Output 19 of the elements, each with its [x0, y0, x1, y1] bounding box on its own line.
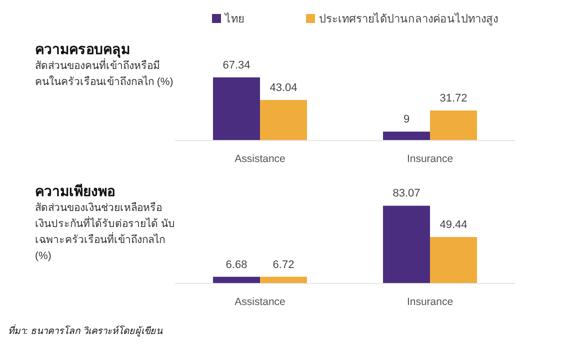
chart-title: ความเพียงพอ	[35, 182, 115, 201]
data-label: 43.04	[270, 82, 298, 94]
x-tick-label: Assistance	[234, 153, 286, 165]
chart-title: ความครอบคลุม	[35, 40, 130, 58]
data-label: 67.34	[222, 59, 250, 72]
data-label: 6.68	[226, 258, 248, 271]
x-tick-label: Insurance	[406, 153, 454, 165]
x-tick-label: Insurance	[406, 296, 454, 308]
legend-label: ไทย	[224, 12, 244, 26]
chart-subtitle: สัดส่วนของคนที่เข้าถึงหรือมีคนในครัวเรือนเข้าถึงกลไก (%)	[35, 58, 174, 90]
x-tick-label: Assistance	[234, 296, 286, 308]
data-label: 31.72	[440, 92, 468, 104]
data-label: 49.44	[440, 219, 468, 232]
text: สัดส่วนของเงินช่วยเหลือหรือเงินประกันที่ได้รับต่อรายได้ นับเฉพาะครัวเรือนที่เข้าถึงกลไก (%)	[35, 201, 175, 264]
legend-label: ประเทศรายได้ปานกลางค่อนไปทางสูง	[319, 12, 498, 26]
data-label: 83.07	[392, 188, 420, 200]
data-label: 9	[403, 114, 410, 126]
text: ที่มา: ธนาคารโลก วิเคราะห์โดยผู้เขียน	[8, 323, 162, 338]
data-label: 6.72	[272, 258, 294, 271]
